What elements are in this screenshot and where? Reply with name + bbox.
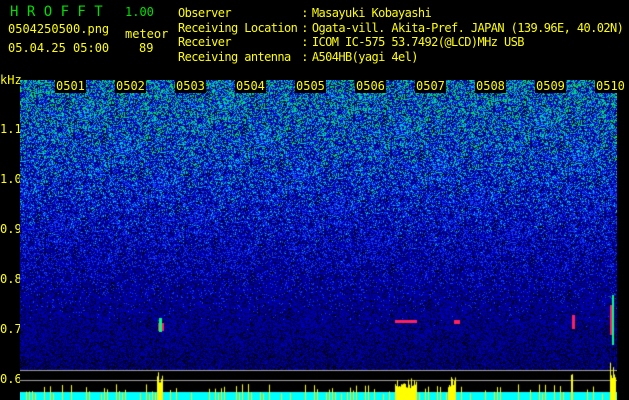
time-label: 0506 bbox=[355, 79, 386, 93]
info-value: Ogata-vill. Akita-Pref. JAPAN (139.96E, … bbox=[311, 20, 624, 35]
time-label: 0508 bbox=[475, 79, 506, 93]
y-tick-label: 1.0 bbox=[0, 172, 22, 186]
meteor-count: 89 bbox=[139, 41, 154, 55]
info-separator: : bbox=[301, 20, 308, 35]
y-tick-label: 0.8 bbox=[0, 272, 22, 286]
file-name: 0504250500.png bbox=[8, 22, 110, 36]
time-label: 0503 bbox=[175, 79, 206, 93]
time-label: 0505 bbox=[295, 79, 326, 93]
info-label: Receiver bbox=[178, 35, 232, 49]
y-unit-label: kHz bbox=[0, 73, 22, 87]
info-value: A504HB(yagi 4el) bbox=[311, 49, 419, 64]
time-label: 0510 bbox=[595, 79, 626, 93]
y-tick-label: 1.1 bbox=[0, 122, 22, 136]
y-tick-label: 0.9 bbox=[0, 222, 22, 236]
time-label: 0501 bbox=[55, 79, 86, 93]
info-label: Receiving antenna bbox=[178, 49, 291, 64]
info-separator: : bbox=[301, 6, 308, 20]
info-value: ICOM IC-575 53.7492(@LCD)MHz USB bbox=[311, 35, 525, 49]
app-title: H R O F F T bbox=[10, 4, 103, 20]
time-label: 0504 bbox=[235, 79, 266, 93]
time-label: 0507 bbox=[415, 79, 446, 93]
info-value: Masayuki Kobayashi bbox=[311, 6, 432, 20]
info-separator: : bbox=[301, 35, 308, 49]
spectrogram bbox=[20, 80, 617, 400]
y-tick-label: 0.7 bbox=[0, 322, 22, 336]
time-label: 0502 bbox=[115, 79, 146, 93]
datetime: 05.04.25 05:00 bbox=[8, 41, 110, 55]
station-info: Observer: Masayuki Kobayashi Receiving Loc… bbox=[178, 6, 624, 64]
meteor-label: meteor bbox=[125, 27, 169, 41]
time-label: 0509 bbox=[535, 79, 566, 93]
app-version: 1.00 bbox=[125, 5, 154, 19]
info-label: Observer bbox=[178, 6, 232, 20]
y-tick-label: 0.6 bbox=[0, 372, 22, 386]
info-label: Receiving Location bbox=[178, 20, 298, 35]
info-separator: : bbox=[301, 49, 308, 64]
